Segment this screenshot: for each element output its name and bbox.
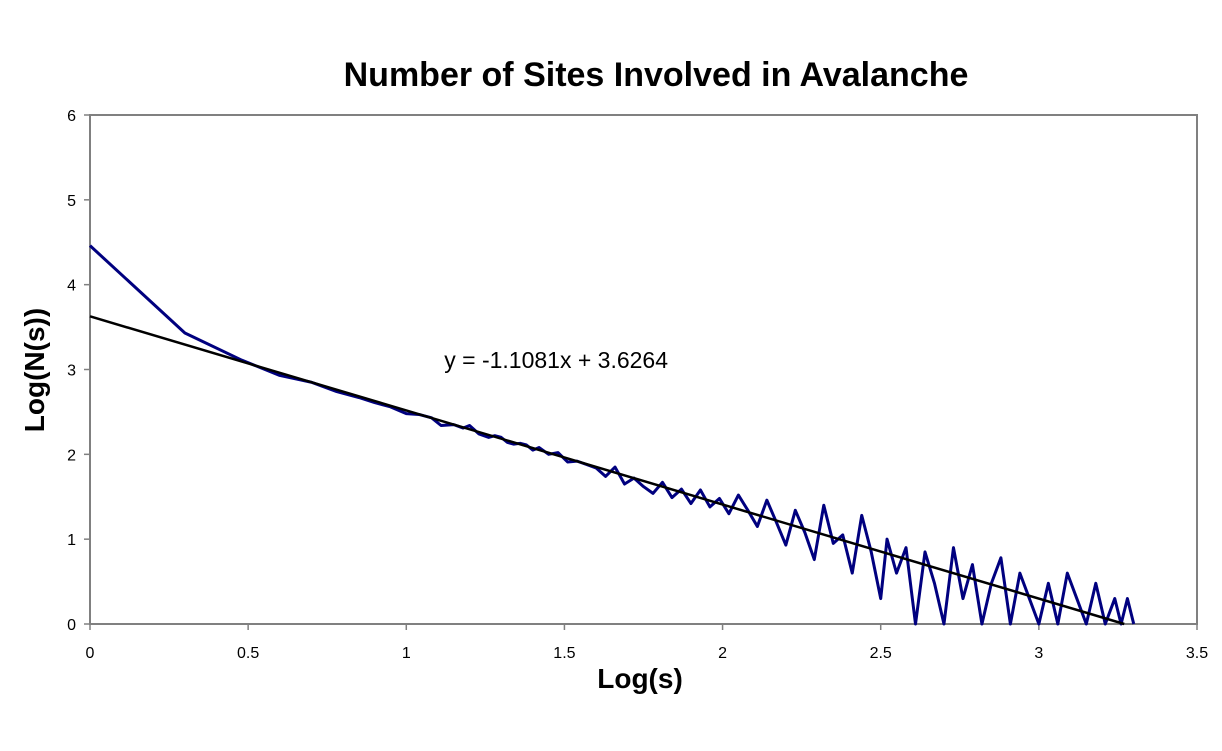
y-tick-label: 4 — [67, 278, 76, 295]
plot-area-frame — [89, 114, 1198, 625]
x-tick-label: 0.5 — [237, 645, 259, 662]
x-axis-label: Log(s) — [597, 663, 683, 694]
x-tick-label: 0 — [86, 645, 95, 662]
y-tick-label: 6 — [67, 108, 76, 125]
chart-title: Number of Sites Involved in Avalanche — [344, 56, 969, 94]
x-tick-label: 2.5 — [870, 645, 892, 662]
trendline-equation: y = -1.1081x + 3.6264 — [444, 347, 668, 373]
x-tick-label: 1 — [402, 645, 411, 662]
x-axis-ticks: 0 0.5 1 1.5 2 2.5 3 3.5 — [86, 624, 1208, 662]
x-tick-label: 1.5 — [553, 645, 575, 662]
plot-content — [88, 244, 1136, 626]
x-tick-label: 3.5 — [1186, 645, 1208, 662]
y-axis-ticks: 0 1 2 3 4 5 6 — [67, 108, 90, 634]
x-tick-label: 3 — [1034, 645, 1043, 662]
trendline — [89, 315, 1125, 626]
y-tick-label: 1 — [67, 532, 76, 549]
y-tick-label: 3 — [67, 363, 76, 380]
x-tick-label: 2 — [718, 645, 727, 662]
y-tick-label: 0 — [67, 617, 76, 634]
y-tick-label: 2 — [67, 447, 76, 464]
y-tick-label: 5 — [67, 193, 76, 210]
y-axis-label: Log(N(s)) — [19, 308, 50, 432]
